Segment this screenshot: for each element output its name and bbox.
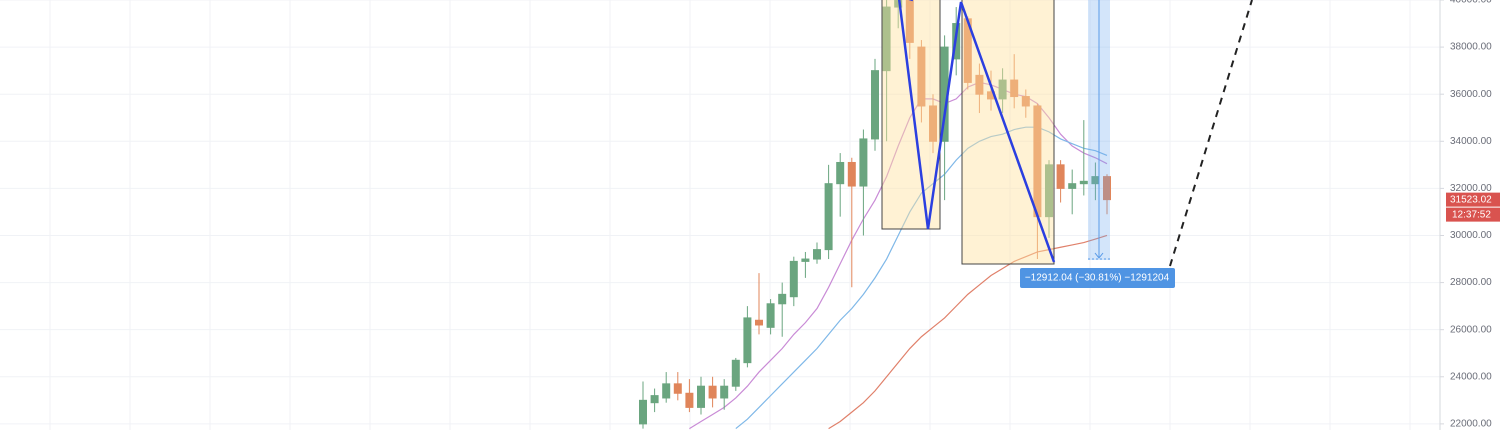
zigzag: [897, 0, 1056, 263]
y-tick-label: 26000.00: [1450, 324, 1492, 335]
candle-body: [1045, 164, 1053, 218]
candle-body: [755, 319, 763, 326]
candle-body: [766, 303, 775, 328]
last-price-label: 31523.02: [1450, 194, 1492, 205]
drawings: −12912.04 (−30.81%) −1291204: [881, 0, 1253, 288]
price-axis: 40000.00 38000.00 36000.00 34000.00 32000.00…: [1439, 0, 1500, 430]
candles: [639, 0, 1111, 429]
candle-body: [859, 138, 868, 187]
projection-line: [1169, 0, 1253, 267]
candle-body: [1010, 79, 1019, 98]
candle-body: [871, 70, 879, 140]
y-tick-label: 36000.00: [1450, 89, 1492, 100]
candle-body: [743, 317, 752, 364]
candle-body: [708, 385, 717, 399]
candle-body: [778, 293, 787, 305]
highlight-box: [881, 0, 941, 230]
candle-body: [929, 105, 937, 142]
last-price-tag: [1446, 192, 1500, 207]
y-tick-label: 32000.00: [1450, 183, 1492, 194]
y-tick-label: 30000.00: [1450, 230, 1492, 241]
y-tick-label: 24000.00: [1450, 371, 1492, 382]
candle-body: [894, 0, 903, 8]
grid: [0, 0, 1440, 430]
y-tick-label: 38000.00: [1450, 42, 1492, 53]
candle-body: [975, 74, 984, 95]
candle-body: [917, 46, 926, 107]
candle-body: [905, 0, 914, 43]
candle-body: [685, 392, 694, 408]
candle-body: [1103, 176, 1111, 201]
y-tick-label: 40000.00: [1450, 0, 1492, 6]
candle-body: [673, 383, 682, 394]
candle-body: [650, 395, 659, 404]
measure-arrow: [1094, 252, 1104, 259]
moving-average: [735, 126, 1108, 430]
y-tick-label: 22000.00: [1450, 419, 1492, 430]
moving-average: [828, 234, 1108, 430]
y-tick-label: 34000.00: [1450, 136, 1492, 147]
candle-body: [824, 183, 833, 251]
candle-body: [836, 161, 845, 185]
countdown-label: 12:37:52: [1452, 209, 1491, 220]
candle-body: [1021, 96, 1030, 107]
candle-body: [813, 249, 821, 260]
moving-averages: [689, 81, 1108, 430]
measure-label-box: [1020, 268, 1175, 288]
candle-body: [662, 383, 671, 399]
candle-body: [789, 260, 798, 298]
candle-body: [1056, 164, 1065, 189]
y-tick-label: 28000.00: [1450, 277, 1492, 288]
moving-average: [689, 81, 1108, 430]
measure-label: −12912.04 (−30.81%) −1291204: [1025, 273, 1170, 284]
candle-body: [639, 399, 647, 425]
countdown-tag: [1446, 207, 1500, 222]
candle-body: [998, 79, 1007, 100]
candle-body: [1068, 183, 1077, 189]
candle-body: [720, 385, 729, 399]
candle-body: [697, 385, 705, 408]
candle-body: [847, 161, 856, 187]
candle-body: [1079, 180, 1088, 185]
candle-body: [731, 359, 740, 387]
candle-body: [801, 258, 810, 262]
candle-body: [882, 6, 891, 72]
